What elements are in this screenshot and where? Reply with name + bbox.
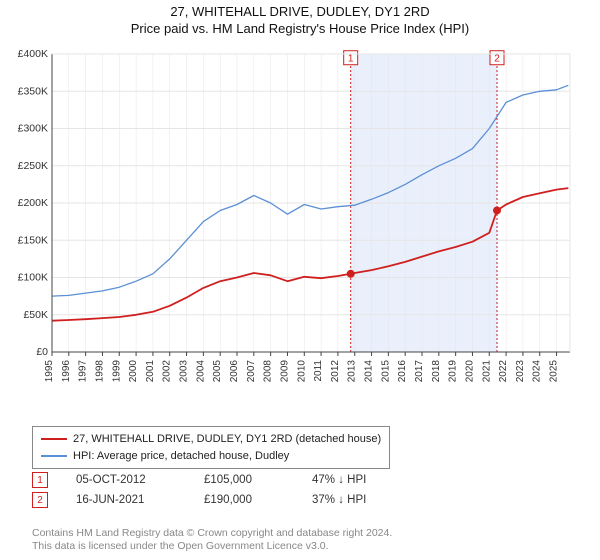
svg-text:2009: 2009: [279, 360, 290, 383]
sale-delta: 47% ↓ HPI: [312, 474, 412, 486]
sale-delta: 37% ↓ HPI: [312, 494, 412, 506]
sale-price: £105,000: [204, 474, 284, 486]
svg-text:1995: 1995: [44, 360, 55, 383]
sales-table: 1 05-OCT-2012 £105,000 47% ↓ HPI 2 16-JU…: [32, 470, 412, 510]
svg-text:1999: 1999: [111, 360, 122, 383]
svg-text:1: 1: [348, 54, 354, 65]
svg-text:2022: 2022: [498, 360, 509, 383]
page: 27, WHITEHALL DRIVE, DUDLEY, DY1 2RD Pri…: [0, 0, 600, 560]
sale-row: 2 16-JUN-2021 £190,000 37% ↓ HPI: [32, 490, 412, 510]
svg-text:£100K: £100K: [18, 272, 48, 284]
svg-text:2002: 2002: [162, 360, 173, 383]
svg-text:2025: 2025: [549, 360, 560, 383]
sale-date: 16-JUN-2021: [76, 494, 176, 506]
svg-text:2013: 2013: [347, 360, 358, 383]
legend-label-price-paid: 27, WHITEHALL DRIVE, DUDLEY, DY1 2RD (de…: [73, 431, 381, 448]
svg-text:£200K: £200K: [18, 197, 48, 209]
legend-row-price-paid: 27, WHITEHALL DRIVE, DUDLEY, DY1 2RD (de…: [41, 431, 381, 448]
svg-text:2006: 2006: [229, 360, 240, 383]
svg-text:2020: 2020: [464, 360, 475, 383]
svg-text:2011: 2011: [313, 360, 324, 382]
sale-marker-1: 1: [32, 472, 48, 488]
sale-price: £190,000: [204, 494, 284, 506]
svg-text:2010: 2010: [296, 360, 307, 383]
chart: £0 £50K £100K £150K £200K £250K £300K £350K £400…: [10, 46, 590, 416]
svg-text:2021: 2021: [481, 360, 492, 383]
legend-swatch-price-paid: [41, 438, 67, 440]
svg-text:2003: 2003: [179, 360, 190, 383]
svg-text:2019: 2019: [448, 360, 459, 383]
legend: 27, WHITEHALL DRIVE, DUDLEY, DY1 2RD (de…: [32, 426, 390, 469]
svg-text:1998: 1998: [94, 360, 105, 383]
svg-text:£150K: £150K: [18, 234, 48, 246]
legend-label-hpi: HPI: Average price, detached house, Dudl…: [73, 448, 289, 465]
svg-text:2004: 2004: [195, 360, 206, 383]
footnote-line1: Contains HM Land Registry data © Crown c…: [32, 527, 392, 541]
sale-date: 05-OCT-2012: [76, 474, 176, 486]
svg-text:2016: 2016: [397, 360, 408, 383]
svg-text:2: 2: [494, 54, 500, 65]
footnote: Contains HM Land Registry data © Crown c…: [32, 527, 392, 554]
svg-text:£400K: £400K: [18, 48, 48, 60]
svg-text:£250K: £250K: [18, 160, 48, 172]
legend-swatch-hpi: [41, 455, 67, 457]
svg-text:2015: 2015: [380, 360, 391, 383]
svg-text:£0: £0: [36, 346, 48, 358]
title-block: 27, WHITEHALL DRIVE, DUDLEY, DY1 2RD Pri…: [0, 0, 600, 36]
address-title: 27, WHITEHALL DRIVE, DUDLEY, DY1 2RD: [0, 4, 600, 19]
footnote-line2: This data is licensed under the Open Gov…: [32, 540, 392, 554]
svg-text:2017: 2017: [414, 360, 425, 383]
svg-text:2000: 2000: [128, 360, 139, 383]
svg-text:1996: 1996: [61, 360, 72, 383]
subtitle: Price paid vs. HM Land Registry's House …: [0, 21, 600, 36]
sale-marker-2: 2: [32, 492, 48, 508]
svg-text:2008: 2008: [263, 360, 274, 383]
svg-text:2014: 2014: [364, 360, 375, 383]
svg-text:2001: 2001: [145, 360, 156, 383]
sale-row: 1 05-OCT-2012 £105,000 47% ↓ HPI: [32, 470, 412, 490]
chart-svg: £0 £50K £100K £150K £200K £250K £300K £350K £400…: [10, 46, 590, 416]
svg-text:2012: 2012: [330, 360, 341, 383]
svg-text:2018: 2018: [431, 360, 442, 383]
svg-text:£350K: £350K: [18, 85, 48, 97]
svg-text:£300K: £300K: [18, 123, 48, 135]
legend-row-hpi: HPI: Average price, detached house, Dudl…: [41, 448, 381, 465]
svg-text:1997: 1997: [78, 360, 89, 383]
svg-text:2023: 2023: [515, 360, 526, 383]
svg-text:2005: 2005: [212, 360, 223, 383]
svg-text:2007: 2007: [246, 360, 257, 383]
svg-text:2024: 2024: [532, 360, 543, 383]
svg-text:£50K: £50K: [23, 309, 48, 321]
